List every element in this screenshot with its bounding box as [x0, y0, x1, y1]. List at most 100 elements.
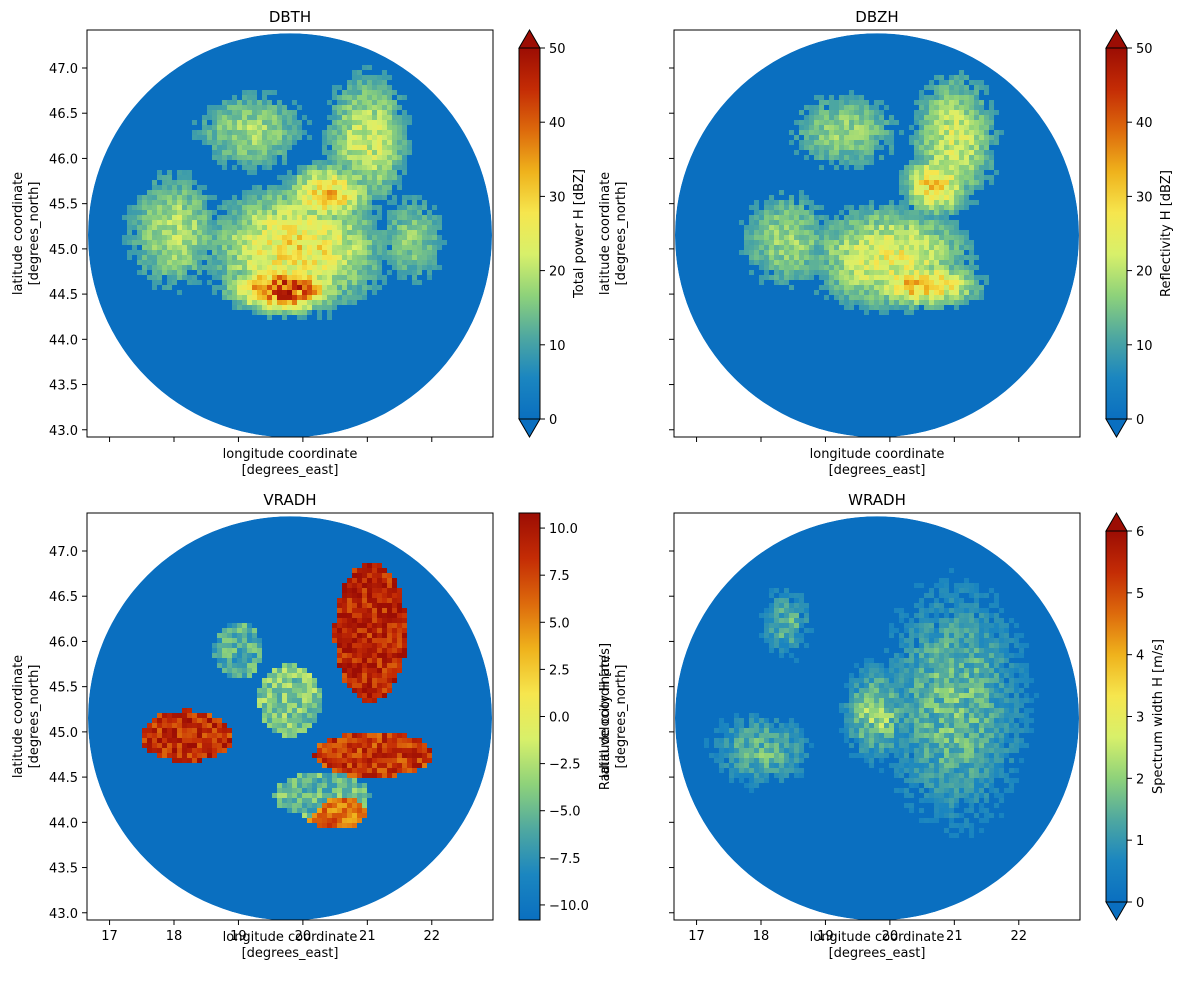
radar-cell	[367, 180, 372, 185]
radar-cell	[352, 618, 357, 623]
radar-cell	[924, 285, 929, 290]
radar-cell	[764, 773, 769, 778]
radar-cell	[302, 265, 307, 270]
radar-cell	[959, 125, 964, 130]
radar-cell	[934, 115, 939, 120]
radar-cell	[849, 205, 854, 210]
radar-cell	[964, 275, 969, 280]
radar-cell	[397, 658, 402, 663]
radar-cell	[784, 588, 789, 593]
radar-cell	[387, 200, 392, 205]
radar-cell	[142, 230, 147, 235]
radar-cell	[382, 115, 387, 120]
radar-cell	[387, 673, 392, 678]
radar-cell	[899, 190, 904, 195]
radar-cell	[362, 130, 367, 135]
radar-cell	[172, 190, 177, 195]
radar-cell	[839, 140, 844, 145]
radar-cell	[172, 733, 177, 738]
radar-cell	[899, 210, 904, 215]
radar-cell	[377, 110, 382, 115]
radar-cell	[779, 628, 784, 633]
radar-cell	[939, 285, 944, 290]
radar-cell	[342, 235, 347, 240]
radar-cell	[779, 265, 784, 270]
radar-cell	[899, 235, 904, 240]
radar-cell	[207, 723, 212, 728]
radar-cell	[382, 763, 387, 768]
radar-cell	[237, 623, 242, 628]
radar-cell	[317, 255, 322, 260]
radar-cell	[172, 185, 177, 190]
radar-cell	[929, 295, 934, 300]
radar-cell	[352, 773, 357, 778]
radar-cell	[849, 150, 854, 155]
radar-cell	[322, 813, 327, 818]
radar-cell	[252, 140, 257, 145]
radar-cell	[377, 628, 382, 633]
radar-cell	[352, 793, 357, 798]
radar-cell	[854, 225, 859, 230]
radar-cell	[387, 573, 392, 578]
radar-cell	[247, 200, 252, 205]
radar-cell	[829, 260, 834, 265]
radar-cell	[864, 290, 869, 295]
radar-cell	[242, 255, 247, 260]
radar-cell	[859, 688, 864, 693]
radar-cell	[407, 255, 412, 260]
radar-cell	[247, 280, 252, 285]
radar-cell	[759, 225, 764, 230]
radar-cell	[317, 753, 322, 758]
radar-cell	[934, 95, 939, 100]
radar-cell	[332, 638, 337, 643]
radar-cell	[844, 140, 849, 145]
radar-cell	[804, 265, 809, 270]
radar-cell	[262, 683, 267, 688]
radar-cell	[347, 135, 352, 140]
radar-cell	[322, 758, 327, 763]
radar-cell	[874, 105, 879, 110]
radar-cell	[362, 598, 367, 603]
radar-cell	[302, 723, 307, 728]
radar-cell	[764, 718, 769, 723]
radar-cell	[282, 215, 287, 220]
radar-cell	[347, 793, 352, 798]
radar-cell	[944, 220, 949, 225]
radar-cell	[357, 738, 362, 743]
radar-cell	[292, 235, 297, 240]
radar-cell	[984, 110, 989, 115]
radar-cell	[824, 100, 829, 105]
radar-cell	[949, 110, 954, 115]
radar-cell	[327, 185, 332, 190]
radar-cell	[302, 703, 307, 708]
radar-cell	[859, 698, 864, 703]
radar-cell	[327, 115, 332, 120]
radar-cell	[207, 110, 212, 115]
radar-cell	[784, 768, 789, 773]
radar-cell	[342, 608, 347, 613]
radar-cell	[317, 778, 322, 783]
radar-cell	[367, 753, 372, 758]
radar-cell	[137, 230, 142, 235]
radar-cell	[272, 205, 277, 210]
radar-cell	[884, 245, 889, 250]
radar-cell	[377, 633, 382, 638]
radar-cell	[809, 743, 814, 748]
radar-cell	[227, 220, 232, 225]
radar-cell	[207, 230, 212, 235]
radar-cell	[277, 100, 282, 105]
radar-cell	[377, 250, 382, 255]
radar-cell	[889, 240, 894, 245]
radar-cell	[794, 748, 799, 753]
radar-cell	[357, 215, 362, 220]
radar-cell	[824, 240, 829, 245]
radar-cell	[397, 165, 402, 170]
radar-cell	[904, 205, 909, 210]
radar-cell	[242, 265, 247, 270]
radar-cell	[427, 210, 432, 215]
radar-cell	[874, 703, 879, 708]
radar-cell	[352, 813, 357, 818]
radar-cell	[262, 230, 267, 235]
radar-cell	[232, 653, 237, 658]
radar-cell	[959, 300, 964, 305]
